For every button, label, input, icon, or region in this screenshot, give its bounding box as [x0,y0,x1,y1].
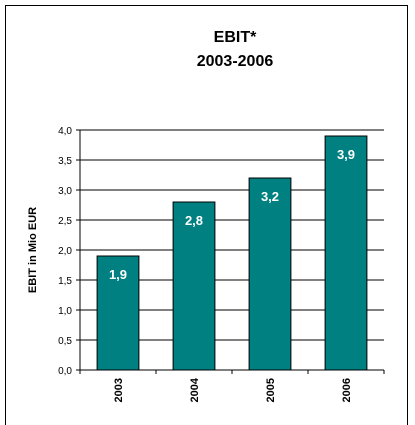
y-tick-label: 3,5 [58,156,72,167]
data-label-2006: 3,9 [337,147,355,162]
chart-title-line-1: EBIT* [214,29,257,46]
y-tick-label: 2,0 [58,246,72,257]
bar-2003 [96,255,140,371]
y-tick-label: 3,0 [58,186,72,197]
x-tick-label-2003: 2003 [113,378,125,402]
y-tick-label: 0,0 [58,366,72,377]
x-tick-label-2006: 2006 [341,378,353,402]
chart-title-line-2: 2003-2006 [197,53,274,70]
y-tick-label: 0,5 [58,336,72,347]
x-ticks: 2003 2004 2005 2006 [79,370,385,402]
y-axis-label: EBIT in Mio EUR [27,207,39,293]
data-label-2003: 1,9 [109,267,127,282]
bars [96,135,368,371]
bar-2005 [248,177,292,371]
data-labels: 1,9 2,8 3,2 3,9 [109,147,355,282]
y-tick-label: 1,5 [58,276,72,287]
data-label-2005: 3,2 [261,189,279,204]
y-tick-label: 4,0 [58,126,72,137]
y-tick-label: 2,5 [58,216,72,227]
x-tick-label-2004: 2004 [189,377,201,402]
chart-frame [5,5,408,425]
bar-2006 [324,135,368,371]
y-tick-label: 1,0 [58,306,72,317]
x-tick-label-2005: 2005 [265,378,277,402]
y-ticks: 0,0 0,5 1,0 1,5 2,0 2,5 3,0 3,5 4,0 [58,126,80,377]
data-label-2004: 2,8 [185,213,203,228]
